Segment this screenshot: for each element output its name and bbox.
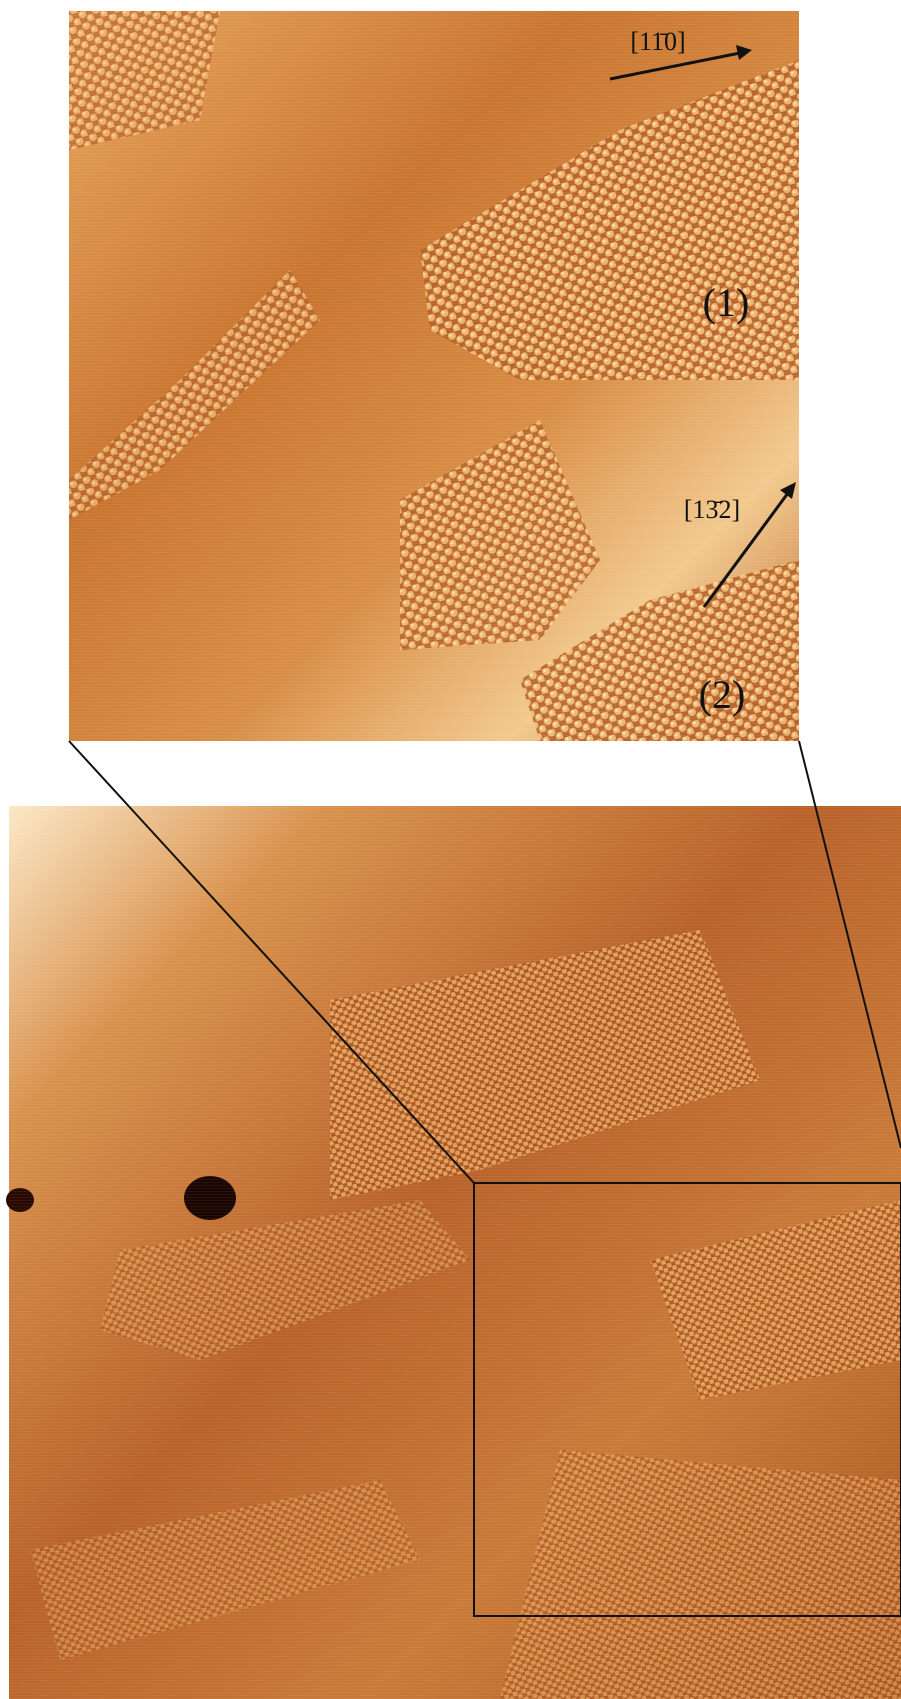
connector-line [68, 740, 475, 1184]
region-label: (1) [703, 280, 750, 325]
direction-label: [11̄0] [630, 27, 685, 56]
direction-arrow [702, 492, 790, 608]
overview-image [6, 806, 901, 1699]
zoom-box [473, 1182, 901, 1617]
direction-arrow [609, 51, 741, 81]
arrow-head [780, 482, 796, 499]
region-label: (2) [699, 672, 746, 717]
zoom-image [69, 11, 799, 741]
connector-line [798, 740, 901, 1149]
arrow-head [736, 45, 752, 60]
direction-label: [13̄2] [684, 495, 740, 524]
